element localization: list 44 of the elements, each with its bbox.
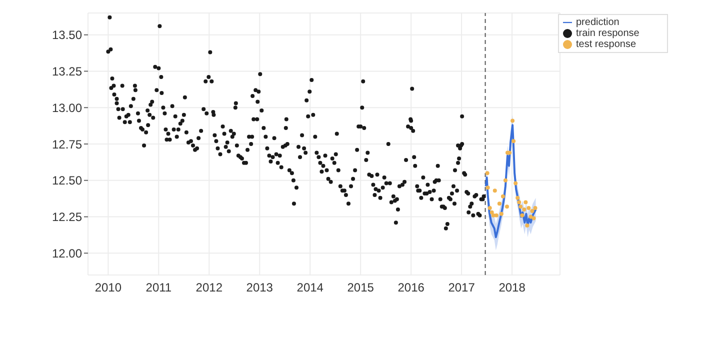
x-tick-label: 2010: [94, 280, 122, 295]
y-tick-label: 12.75: [52, 137, 82, 152]
point: [530, 208, 534, 213]
y-tick-label: 12.25: [52, 210, 82, 224]
point: [503, 178, 508, 182]
y-tick-label: 13.00: [52, 100, 82, 115]
point: [514, 181, 518, 186]
y-tick-label: 12.00: [52, 246, 82, 260]
x-tick-label: 2013: [246, 280, 274, 295]
legend-label: train response: [576, 28, 640, 39]
point: [494, 213, 498, 218]
point: [524, 200, 528, 204]
point: [504, 204, 509, 209]
legend-label: prediction: [576, 17, 620, 28]
x-tick-label: 2018: [498, 280, 526, 295]
point: [499, 212, 504, 216]
point: [526, 206, 531, 210]
point: [517, 200, 522, 204]
point: [485, 171, 490, 176]
point: [497, 202, 502, 206]
point: [532, 216, 536, 220]
point: [488, 206, 492, 210]
point: [486, 186, 490, 190]
point: [520, 213, 524, 218]
point: [512, 139, 516, 144]
y-tick-label: 13.50: [52, 28, 82, 42]
point: [500, 194, 505, 198]
x-tick-label: 2014: [296, 280, 324, 295]
point: [525, 224, 530, 228]
point: [492, 188, 497, 193]
y-tick-label: 12.50: [52, 174, 82, 188]
x-tick-label: 2011: [146, 280, 172, 295]
x-tick-label: 2017: [448, 280, 476, 295]
x-tick-label: 2016: [398, 280, 425, 295]
line-series: [484, 124, 537, 238]
y-tick-label: 13.25: [52, 64, 82, 78]
legend-label: test response: [576, 39, 636, 50]
x-tick-label: 2015: [347, 280, 374, 295]
point: [518, 204, 523, 209]
point: [522, 208, 526, 212]
point: [516, 196, 520, 200]
x-tick-label: 2012: [196, 280, 223, 295]
point: [533, 206, 538, 210]
point: [510, 118, 515, 123]
